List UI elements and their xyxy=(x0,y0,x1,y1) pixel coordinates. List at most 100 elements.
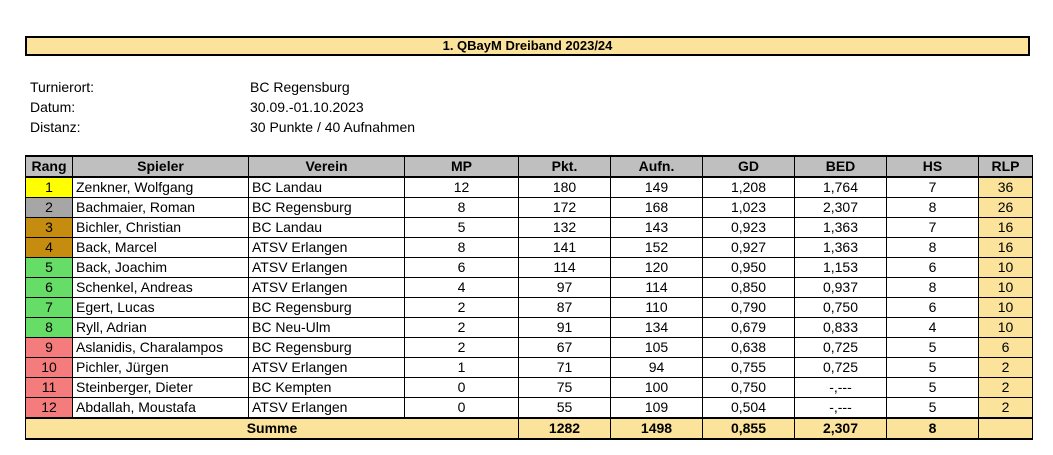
table-row: 3 Bichler, Christian BC Landau 5 132 143 0,923… xyxy=(25,217,1033,238)
cell-hs: 6 xyxy=(886,297,979,318)
summary-pkt: 1282 xyxy=(518,417,611,440)
info-value: BC Regensburg xyxy=(250,79,350,95)
cell-gd: 1,023 xyxy=(702,197,795,218)
cell-mp: 1 xyxy=(404,357,519,378)
summary-bed: 2,307 xyxy=(794,417,887,440)
cell-aufn: 143 xyxy=(610,217,703,238)
cell-hs: 7 xyxy=(886,217,979,238)
cell-bed: 0,725 xyxy=(794,357,887,378)
info-label: Datum: xyxy=(30,99,76,115)
table-row: 8 Ryll, Adrian BC Neu-Ulm 2 91 134 0,679 0,833 4… xyxy=(25,317,1033,338)
cell-bed: 2,307 xyxy=(794,197,887,218)
cell-gd: 0,679 xyxy=(702,317,795,338)
cell-aufn: 105 xyxy=(610,337,703,358)
cell-mp: 5 xyxy=(404,217,519,238)
cell-spieler: Ryll, Adrian xyxy=(72,317,249,338)
cell-verein: ATSV Erlangen xyxy=(248,277,405,298)
cell-bed: 1,363 xyxy=(794,237,887,258)
cell-spieler: Bichler, Christian xyxy=(72,217,249,238)
table-row: 1 Zenkner, Wolfgang BC Landau 12 180 149 1,208… xyxy=(25,176,1033,198)
cell-rlp: 10 xyxy=(978,297,1033,318)
cell-hs: 5 xyxy=(886,337,979,358)
summary-aufn: 1498 xyxy=(610,417,703,440)
table-header-row: Rang Spieler Verein MP Pkt. Aufn. GD BED… xyxy=(25,155,1033,178)
table-row: 6 Schenkel, Andreas ATSV Erlangen 4 97 114 0,8… xyxy=(25,277,1033,298)
cell-verein: BC Neu-Ulm xyxy=(248,317,405,338)
info-row-date: Datum: 30.09.-01.10.2023 xyxy=(30,97,415,117)
cell-bed: -,--- xyxy=(794,377,887,398)
table-row: 12 Abdallah, Moustafa ATSV Erlangen 0 55 109 0… xyxy=(25,397,1033,419)
cell-mp: 4 xyxy=(404,277,519,298)
cell-rang: 11 xyxy=(25,377,73,398)
table-row: 9 Aslanidis, Charalampos BC Regensburg 2 67 1… xyxy=(25,337,1033,358)
cell-rang: 2 xyxy=(25,197,73,218)
cell-verein: ATSV Erlangen xyxy=(248,357,405,378)
table-row: 4 Back, Marcel ATSV Erlangen 8 141 152 0,927 1,… xyxy=(25,237,1033,258)
cell-aufn: 110 xyxy=(610,297,703,318)
cell-aufn: 114 xyxy=(610,277,703,298)
summary-rlp xyxy=(978,417,1033,440)
cell-pkt: 172 xyxy=(518,197,611,218)
cell-spieler: Pichler, Jürgen xyxy=(72,357,249,378)
cell-mp: 0 xyxy=(404,397,519,419)
cell-bed: 1,764 xyxy=(794,176,887,198)
cell-verein: BC Regensburg xyxy=(248,297,405,318)
cell-aufn: 94 xyxy=(610,357,703,378)
cell-rlp: 36 xyxy=(978,176,1033,198)
cell-pkt: 97 xyxy=(518,277,611,298)
cell-mp: 8 xyxy=(404,237,519,258)
cell-rlp: 16 xyxy=(978,217,1033,238)
cell-verein: BC Landau xyxy=(248,217,405,238)
cell-rlp: 2 xyxy=(978,397,1033,419)
cell-verein: ATSV Erlangen xyxy=(248,397,405,419)
cell-mp: 2 xyxy=(404,317,519,338)
header-rang: Rang xyxy=(25,155,73,178)
cell-rang: 12 xyxy=(25,397,73,419)
cell-mp: 12 xyxy=(404,176,519,198)
info-row-venue: Turnierort: BC Regensburg xyxy=(30,77,415,97)
cell-hs: 6 xyxy=(886,257,979,278)
cell-spieler: Schenkel, Andreas xyxy=(72,277,249,298)
cell-mp: 2 xyxy=(404,297,519,318)
cell-gd: 1,208 xyxy=(702,176,795,198)
summary-hs: 8 xyxy=(886,417,979,440)
cell-verein: BC Regensburg xyxy=(248,197,405,218)
cell-pkt: 180 xyxy=(518,176,611,198)
cell-spieler: Bachmaier, Roman xyxy=(72,197,249,218)
summary-label: Summe xyxy=(25,417,519,440)
table-row: 10 Pichler, Jürgen ATSV Erlangen 1 71 94 0,755… xyxy=(25,357,1033,378)
cell-spieler: Steinberger, Dieter xyxy=(72,377,249,398)
info-row-distance: Distanz: 30 Punkte / 40 Aufnahmen xyxy=(30,117,415,137)
cell-rang: 10 xyxy=(25,357,73,378)
cell-verein: ATSV Erlangen xyxy=(248,237,405,258)
summary-row: Summe 1282 1498 0,855 2,307 8 xyxy=(25,417,1033,440)
header-aufn: Aufn. xyxy=(610,155,703,178)
cell-mp: 8 xyxy=(404,197,519,218)
cell-bed: 1,363 xyxy=(794,217,887,238)
cell-pkt: 71 xyxy=(518,357,611,378)
cell-verein: ATSV Erlangen xyxy=(248,257,405,278)
cell-spieler: Zenkner, Wolfgang xyxy=(72,176,249,198)
cell-gd: 0,750 xyxy=(702,377,795,398)
table-row: 5 Back, Joachim ATSV Erlangen 6 114 120 0,950 1… xyxy=(25,257,1033,278)
cell-spieler: Egert, Lucas xyxy=(72,297,249,318)
cell-aufn: 152 xyxy=(610,237,703,258)
cell-rlp: 10 xyxy=(978,277,1033,298)
header-spieler: Spieler xyxy=(72,155,249,178)
cell-rlp: 2 xyxy=(978,377,1033,398)
cell-hs: 8 xyxy=(886,277,979,298)
header-verein: Verein xyxy=(248,155,405,178)
cell-hs: 8 xyxy=(886,237,979,258)
header-rlp: RLP xyxy=(978,155,1033,178)
cell-bed: 0,750 xyxy=(794,297,887,318)
cell-rlp: 16 xyxy=(978,237,1033,258)
cell-spieler: Back, Marcel xyxy=(72,237,249,258)
cell-hs: 5 xyxy=(886,397,979,419)
cell-rang: 5 xyxy=(25,257,73,278)
cell-pkt: 141 xyxy=(518,237,611,258)
results-table: Rang Spieler Verein MP Pkt. Aufn. GD BED… xyxy=(25,155,1033,440)
cell-spieler: Abdallah, Moustafa xyxy=(72,397,249,419)
cell-aufn: 149 xyxy=(610,176,703,198)
cell-mp: 6 xyxy=(404,257,519,278)
cell-hs: 7 xyxy=(886,176,979,198)
